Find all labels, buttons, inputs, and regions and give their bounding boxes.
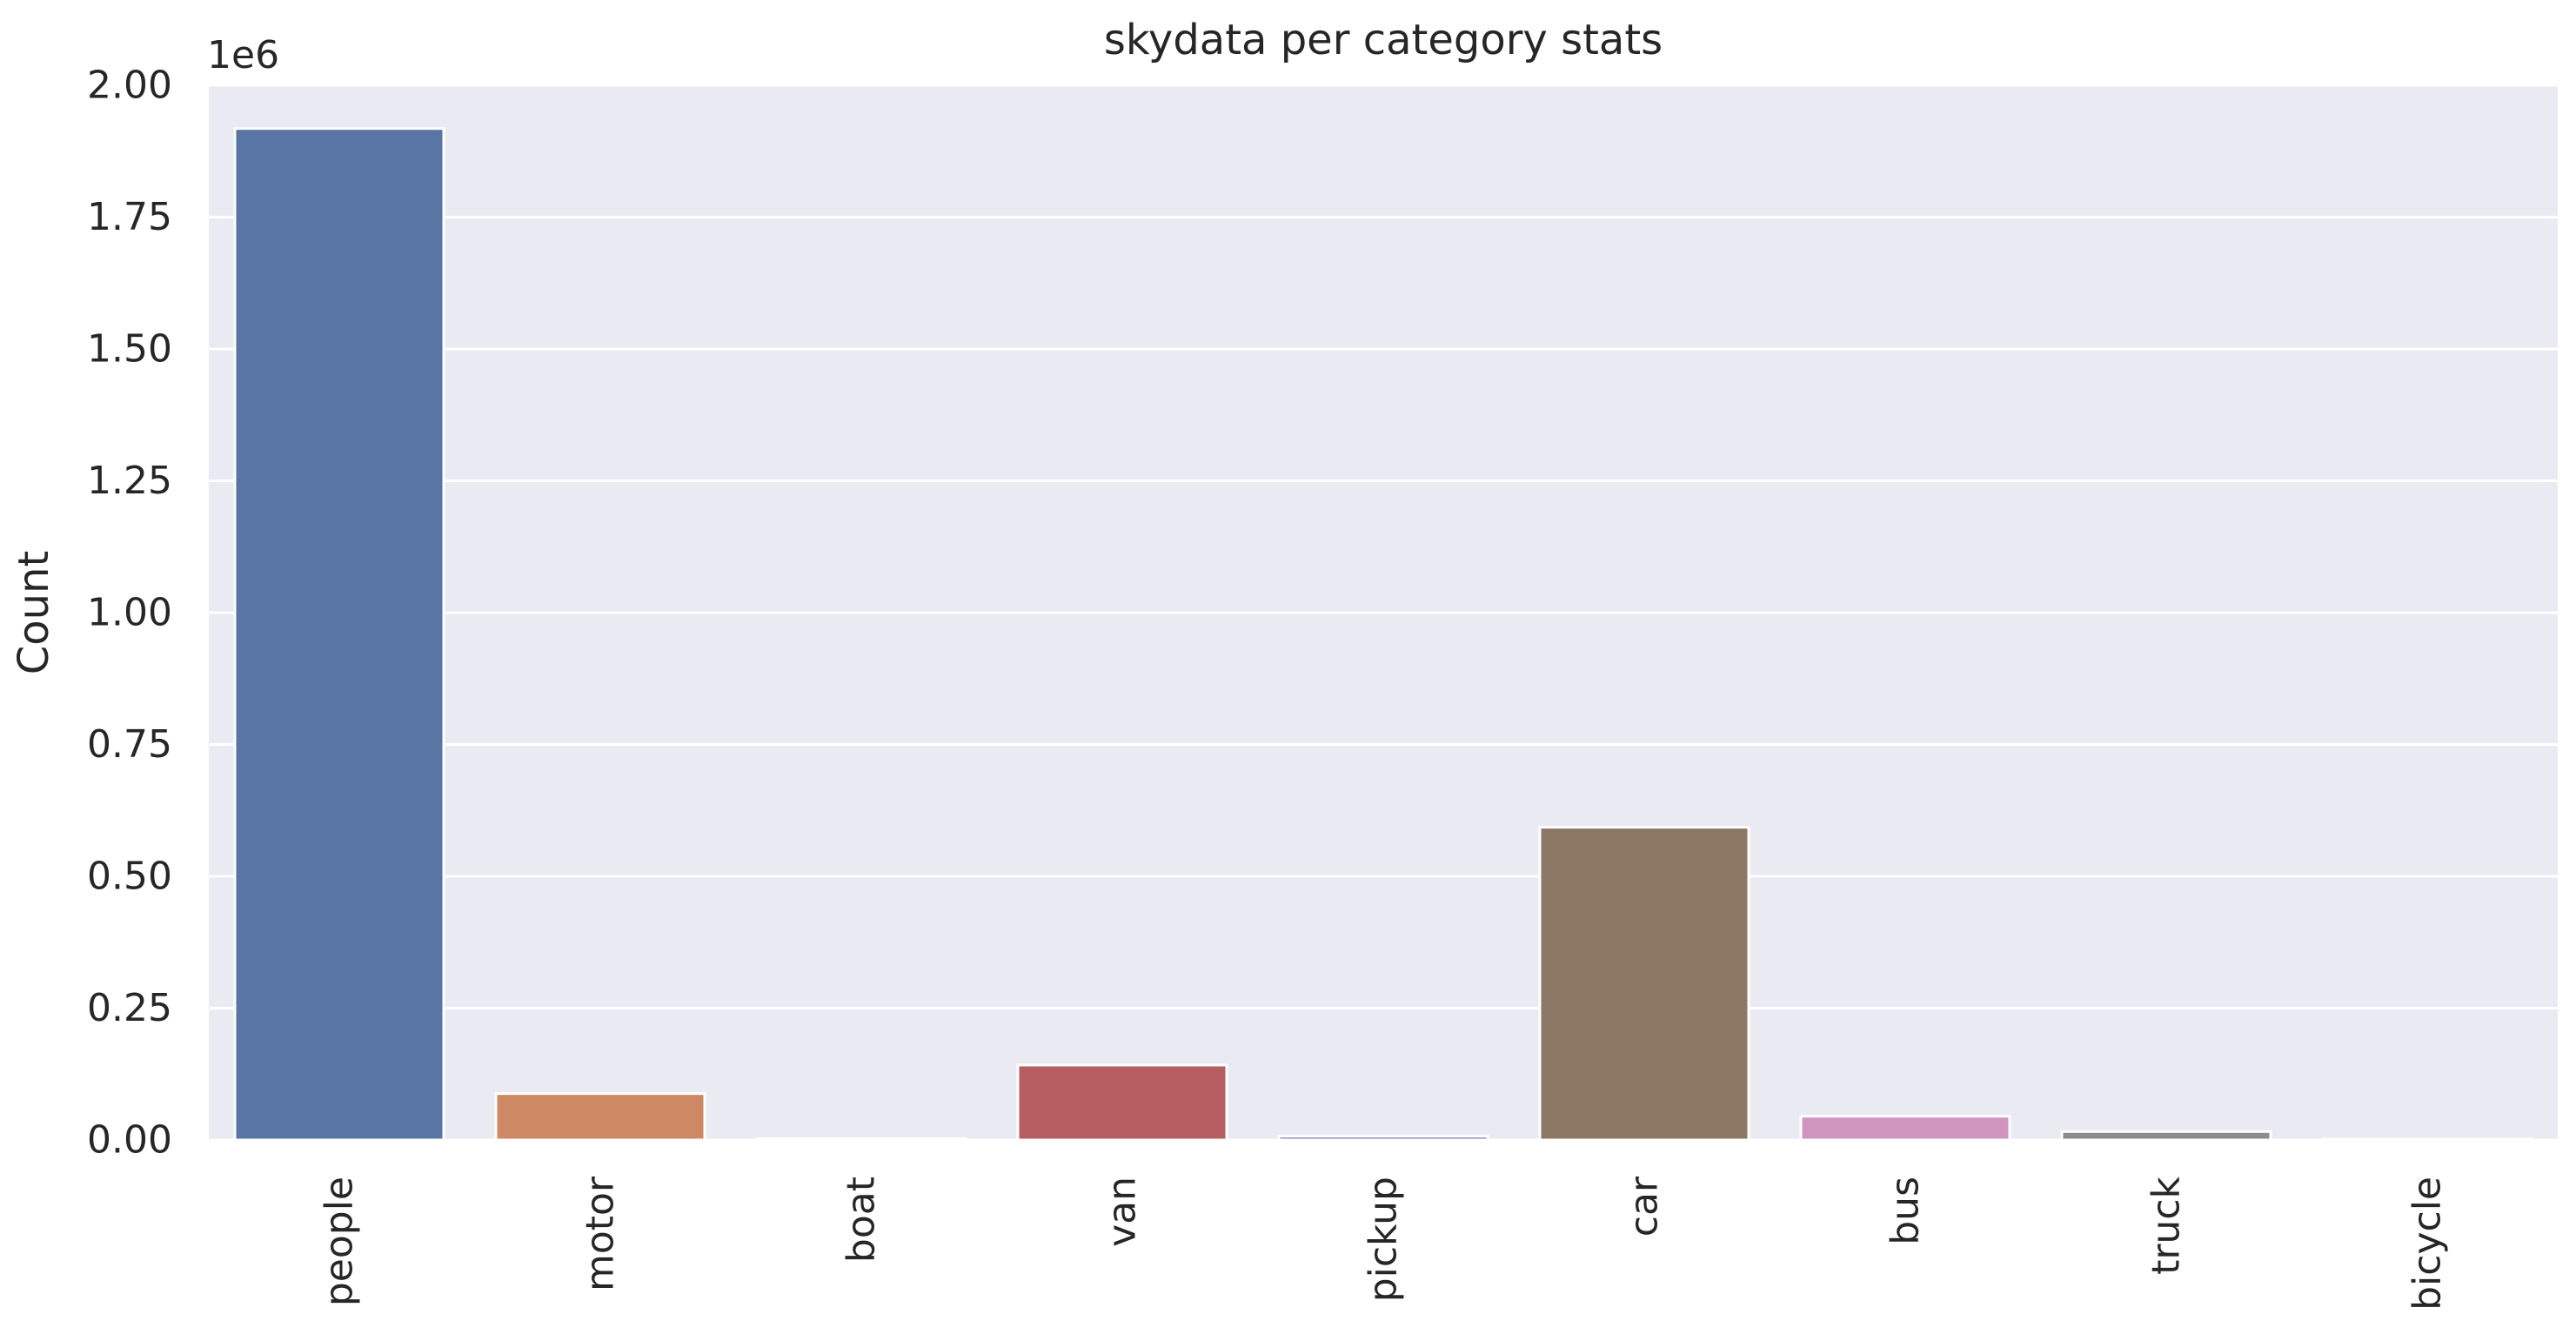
y-tick-label: 0.00: [87, 1118, 172, 1163]
bar-boat: [755, 1136, 967, 1142]
y-tick-label: 1.50: [87, 327, 172, 372]
x-tick-label-car: car: [1623, 1176, 1667, 1237]
bar-bicycle: [2321, 1137, 2533, 1142]
x-tick-label-people: people: [318, 1177, 362, 1306]
y-tick-label: 1.00: [87, 591, 172, 635]
bar-motor: [494, 1092, 706, 1142]
bar-people: [233, 127, 445, 1142]
x-tick-label-motor: motor: [579, 1176, 623, 1291]
x-tick-label-van: van: [1101, 1177, 1145, 1247]
chart-title: skydata per category stats: [1104, 16, 1663, 64]
y-tick-label: 1.25: [87, 459, 172, 503]
y-tick-label: 0.25: [87, 986, 172, 1030]
x-tick-label-bicycle: bicycle: [2405, 1177, 2450, 1311]
y-tick-label: 1.75: [87, 195, 172, 239]
y-axis-label: Count: [10, 551, 58, 675]
bars: [233, 127, 2533, 1142]
x-tick-label-pickup: pickup: [1362, 1177, 1406, 1302]
bar-pickup: [1277, 1135, 1489, 1142]
x-tick-label-boat: boat: [840, 1177, 884, 1263]
bar-bus: [1799, 1115, 2011, 1142]
x-tick-labels: people motor boat van pickup car bus truck bicyc…: [318, 1176, 2450, 1311]
bar-truck: [2060, 1130, 2272, 1142]
x-tick-label-truck: truck: [2144, 1176, 2189, 1274]
y-tick-label: 0.50: [87, 855, 172, 899]
y-tick-label: 0.75: [87, 722, 172, 767]
x-tick-label-bus: bus: [1883, 1177, 1928, 1245]
y-tick-labels: 0.00 0.25 0.50 0.75 1.00 1.25 1.50 1.75 2.00: [87, 64, 172, 1163]
y-axis-offset-label: 1e6: [207, 33, 279, 77]
y-tick-label: 2.00: [87, 64, 172, 108]
bar-van: [1016, 1063, 1228, 1142]
bar-car: [1538, 826, 1750, 1142]
